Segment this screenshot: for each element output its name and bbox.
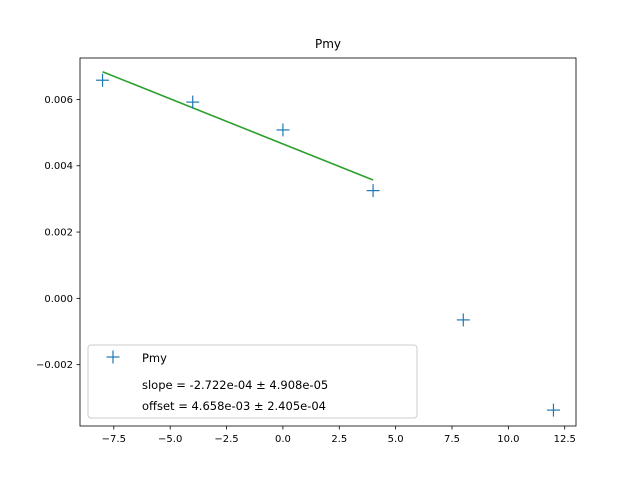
y-tick-label: −0.002 <box>36 360 73 371</box>
plot-area <box>96 70 560 417</box>
x-axis: −7.5 −5.0 −2.5 0.0 2.5 5.0 7.5 10.0 12.5 <box>102 426 576 445</box>
data-point <box>186 95 200 109</box>
x-tick-label: −2.5 <box>214 434 238 445</box>
fit-line <box>102 70 374 181</box>
y-tick-label: 0.004 <box>44 161 73 172</box>
data-point <box>276 123 290 137</box>
x-tick-label: −5.0 <box>158 434 182 445</box>
legend: Pmy slope = -2.722e-04 ± 4.908e-05 offse… <box>87 344 418 419</box>
y-tick-label: 0.002 <box>44 228 73 239</box>
legend-label: Pmy <box>142 351 167 365</box>
y-axis: −0.002 0.000 0.002 0.004 0.006 <box>36 95 80 371</box>
x-tick-label: 7.5 <box>444 434 460 445</box>
x-tick-label: 5.0 <box>388 434 404 445</box>
plot-frame <box>79 57 577 427</box>
data-point <box>546 403 560 417</box>
annotation-slope: slope = -2.722e-04 ± 4.908e-05 <box>142 378 328 392</box>
y-tick-label: 0.000 <box>44 294 73 305</box>
y-tick-label: 0.006 <box>44 95 73 106</box>
legend-frame <box>87 344 418 419</box>
x-tick-label: 10.0 <box>497 434 519 445</box>
x-tick-label: 0.0 <box>275 434 291 445</box>
data-point <box>366 184 380 198</box>
data-point <box>456 313 470 327</box>
legend-marker-plus <box>106 350 120 364</box>
annotation-offset: offset = 4.658e-03 ± 2.405e-04 <box>142 399 326 413</box>
chart-title: Pmy <box>315 37 341 51</box>
legend-marker <box>106 350 120 364</box>
x-tick-label: 2.5 <box>331 434 347 445</box>
x-tick-label: 12.5 <box>554 434 576 445</box>
x-tick-label: −7.5 <box>102 434 126 445</box>
data-point <box>96 73 110 87</box>
